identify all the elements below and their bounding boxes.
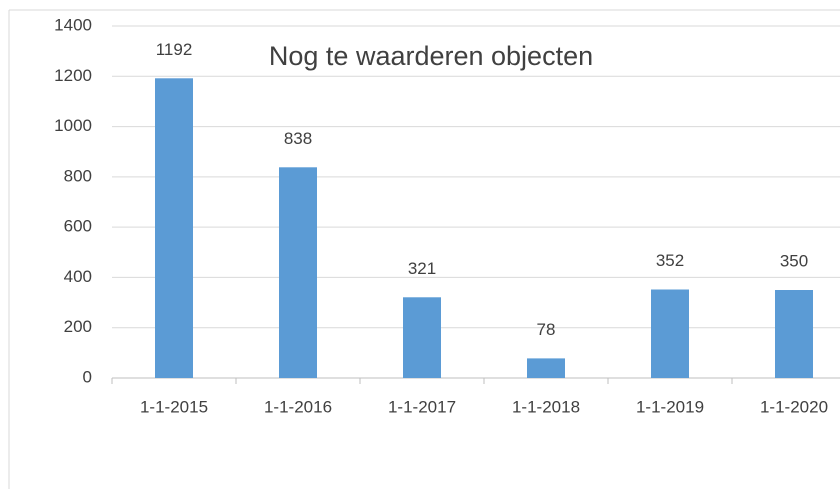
- x-tick-label: 1-1-2020: [760, 397, 828, 416]
- bar: [651, 289, 689, 378]
- x-tick-label: 1-1-2016: [264, 397, 332, 416]
- data-label: 78: [537, 320, 556, 339]
- x-tick-label: 1-1-2017: [388, 397, 456, 416]
- bar: [155, 78, 193, 378]
- data-label: 321: [408, 259, 436, 278]
- y-tick-label: 200: [64, 317, 92, 336]
- data-label: 1192: [156, 40, 193, 59]
- y-tick-label: 1400: [54, 15, 92, 34]
- bar: [527, 358, 565, 378]
- data-label: 838: [284, 129, 312, 148]
- bar: [279, 167, 317, 378]
- y-tick-label: 600: [64, 217, 92, 236]
- y-tick-label: 1000: [54, 116, 92, 135]
- x-tick-label: 1-1-2019: [636, 397, 704, 416]
- y-tick-label: 0: [83, 367, 92, 386]
- data-label: 352: [656, 251, 684, 270]
- y-tick-label: 400: [64, 267, 92, 286]
- bar: [403, 297, 441, 378]
- chart-title: Nog te waarderen objecten: [269, 41, 593, 71]
- y-tick-label: 1200: [54, 66, 92, 85]
- x-tick-label: 1-1-2018: [512, 397, 580, 416]
- bar: [775, 290, 813, 378]
- x-tick-label: 1-1-2015: [140, 397, 208, 416]
- data-label: 350: [780, 251, 808, 270]
- y-tick-label: 800: [64, 166, 92, 185]
